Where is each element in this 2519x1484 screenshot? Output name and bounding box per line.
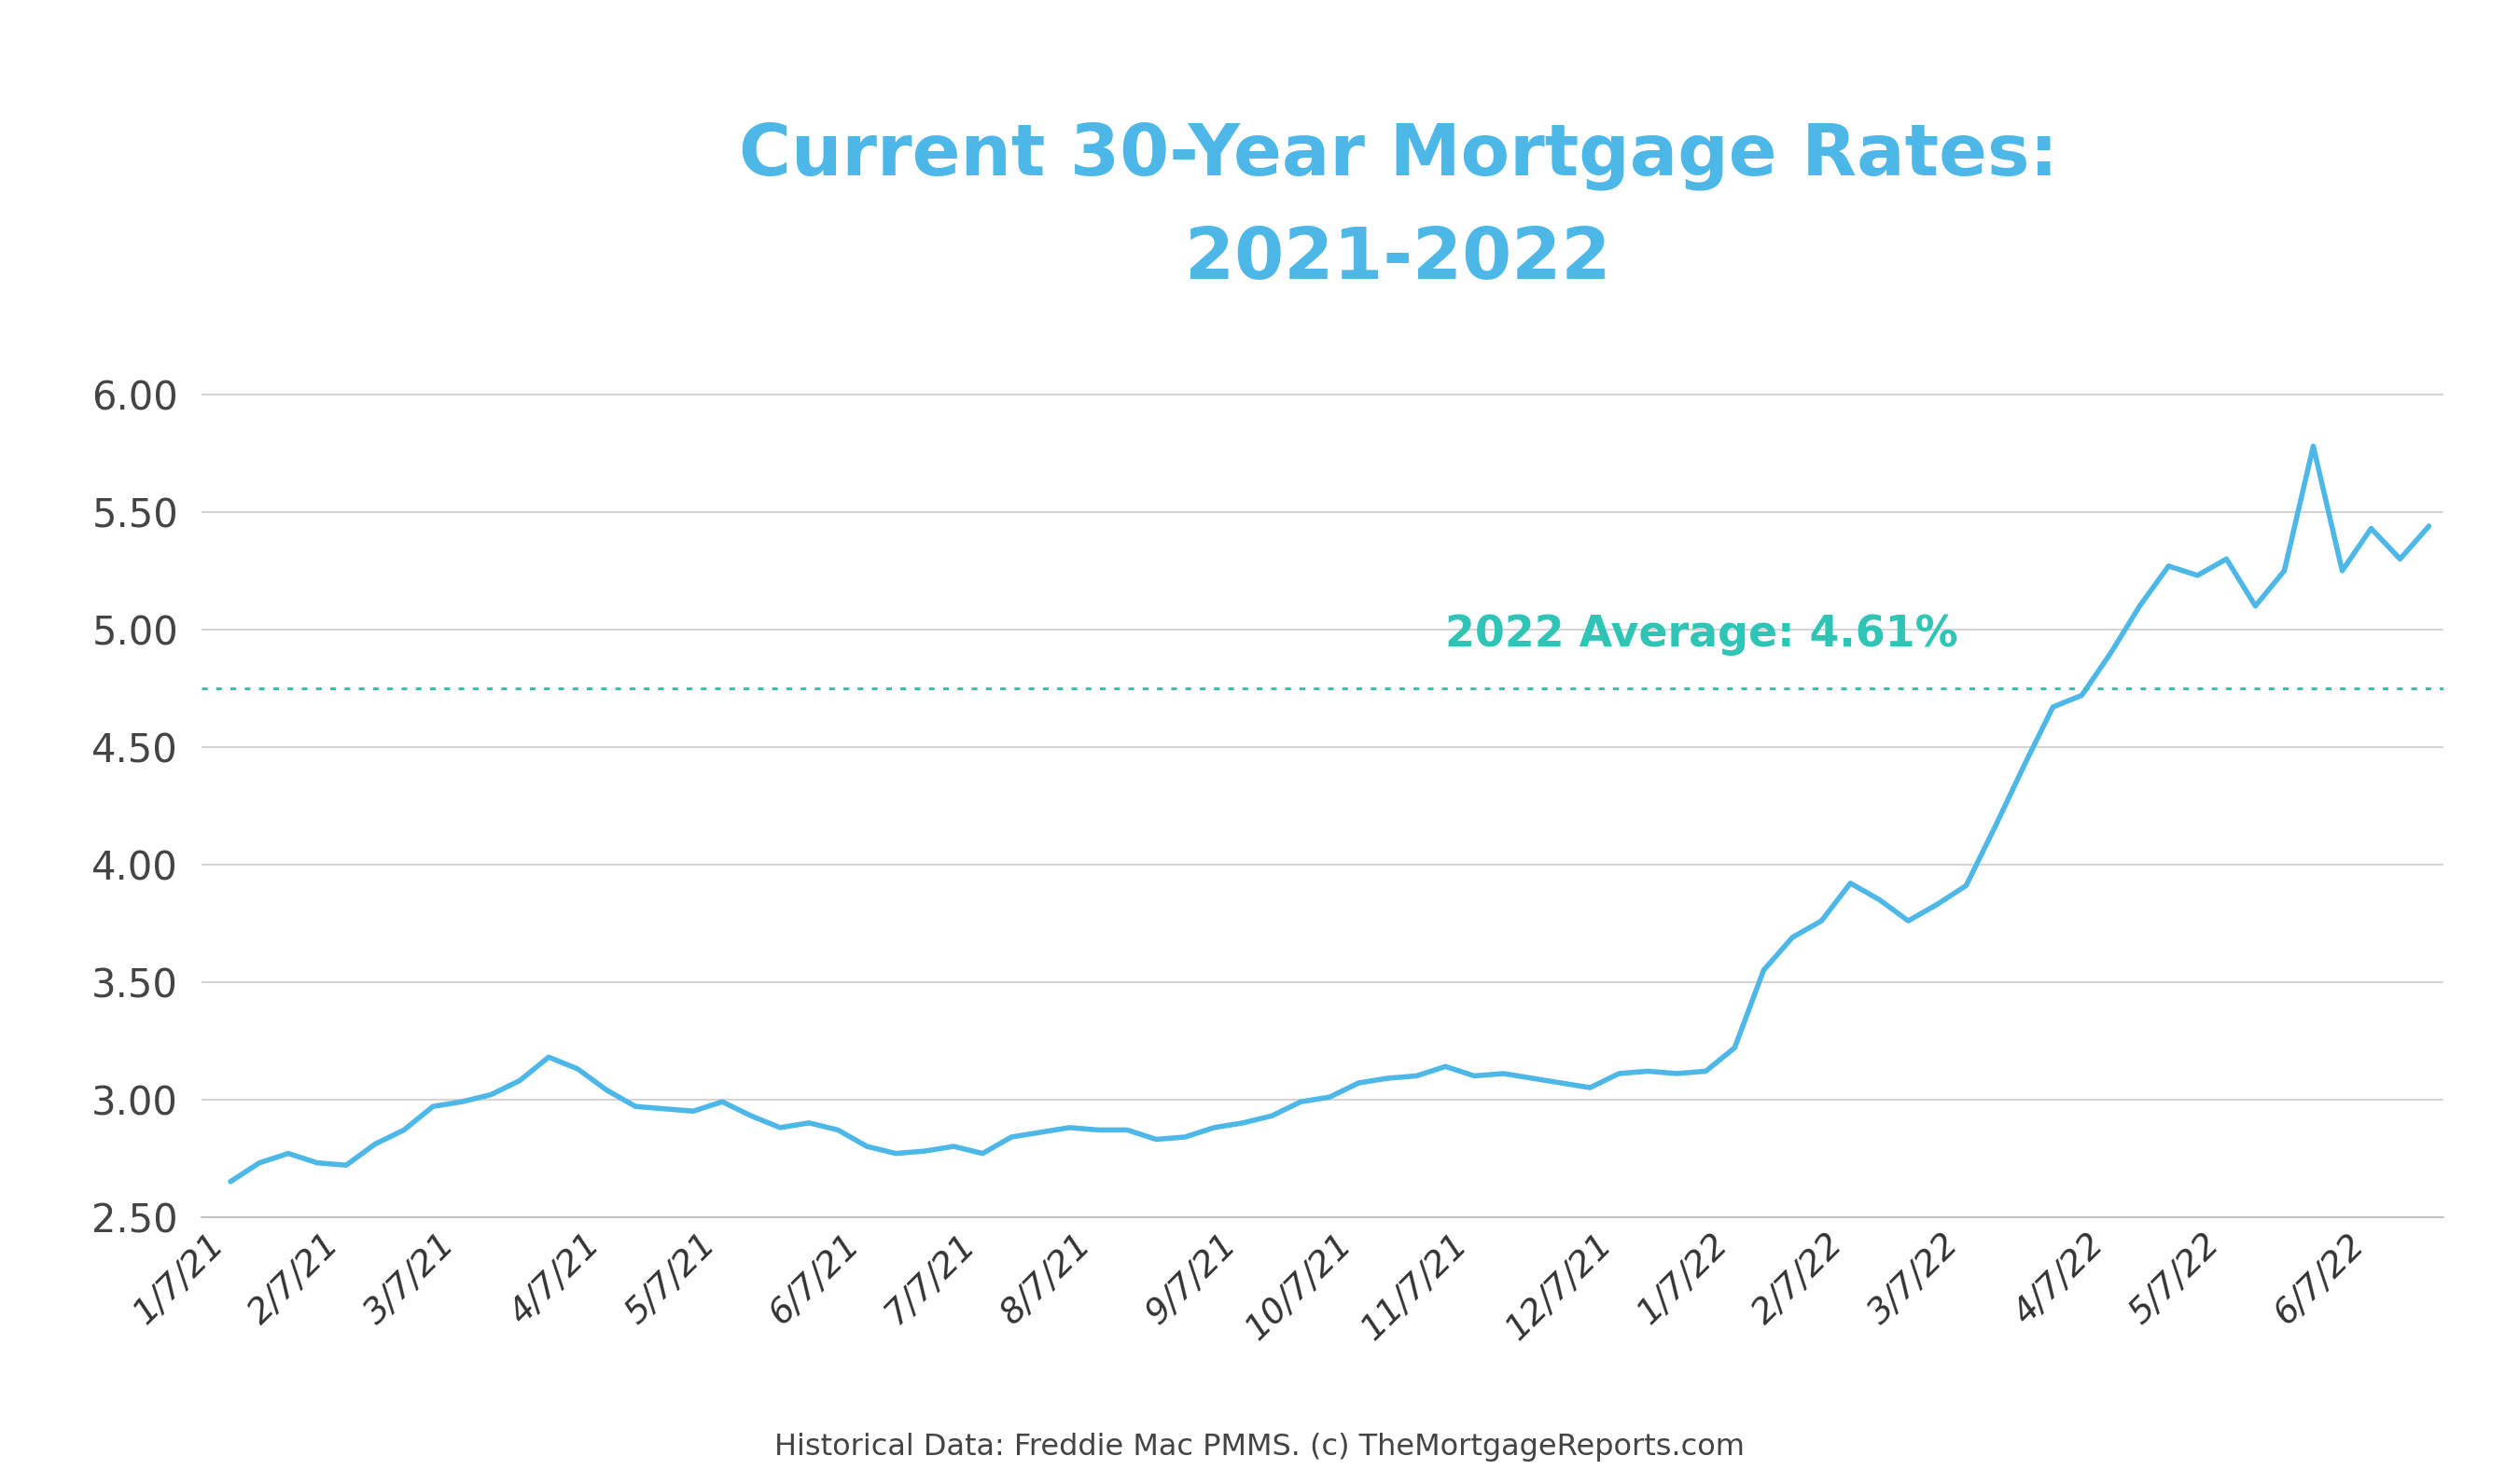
Text: 2021-2022: 2021-2022 bbox=[1184, 226, 1612, 294]
Text: 2022 Average: 4.61%: 2022 Average: 4.61% bbox=[1446, 613, 1957, 656]
Text: Historical Data: Freddie Mac PMMS. (c) TheMortgageReports.com: Historical Data: Freddie Mac PMMS. (c) T… bbox=[773, 1432, 1746, 1462]
Text: Current 30-Year Mortgage Rates:: Current 30-Year Mortgage Rates: bbox=[738, 122, 2058, 190]
